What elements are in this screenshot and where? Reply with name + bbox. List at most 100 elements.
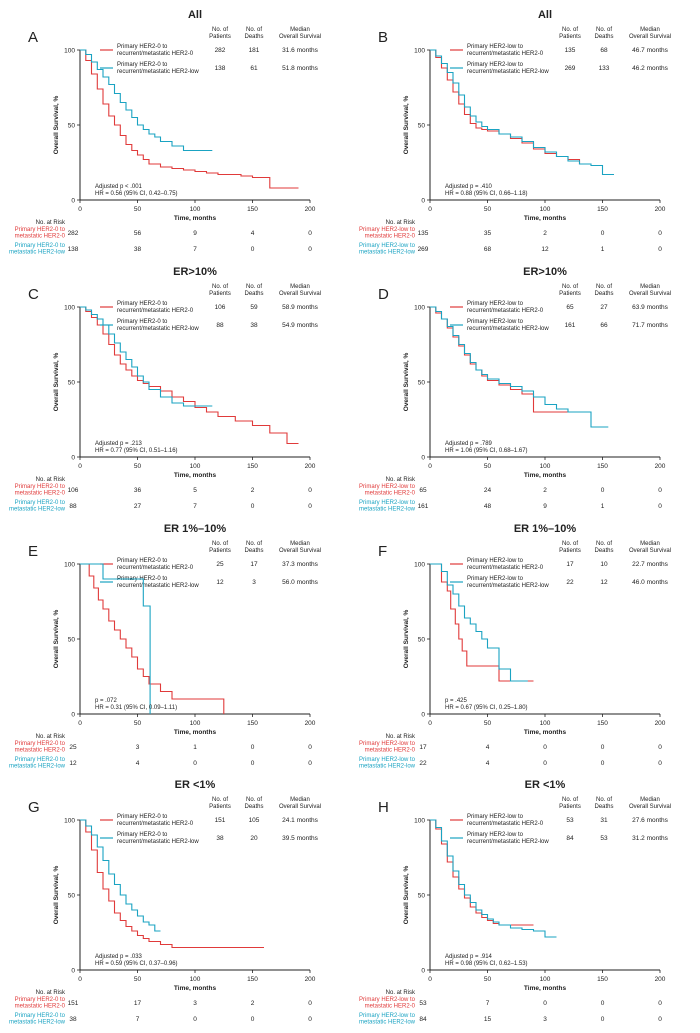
risk-count: 0 — [601, 1000, 605, 1007]
stat-annotation: HR = 0.67 (95% CI, 0.25–1.80) — [445, 705, 528, 711]
median-value: 31.6 months — [282, 47, 319, 54]
y-tick-label: 0 — [71, 454, 75, 461]
risk-count: 0 — [251, 1016, 255, 1023]
y-tick-label: 100 — [414, 817, 425, 824]
risk-count: 38 — [69, 1016, 77, 1023]
y-tick-label: 50 — [418, 892, 426, 899]
panel-title: ER>10% — [523, 266, 567, 278]
risk-title: No. at Risk — [36, 990, 66, 996]
deaths-value: 17 — [250, 561, 258, 568]
legend-label: Primary HER2-0 to — [117, 832, 168, 838]
table-header: Overall Survival — [279, 804, 321, 810]
deaths-value: 38 — [250, 322, 258, 329]
survival-curve — [80, 306, 299, 445]
table-header: No. of — [562, 27, 578, 33]
y-tick-label: 100 — [414, 561, 425, 568]
x-tick-label: 200 — [305, 463, 316, 470]
patients-value: 12 — [216, 579, 224, 586]
legend-label: recurrent/metastatic HER2-low — [467, 839, 549, 845]
risk-count: 7 — [136, 1016, 140, 1023]
deaths-value: 105 — [249, 817, 260, 824]
x-tick-label: 0 — [78, 206, 82, 213]
median-value: 56.0 months — [282, 579, 319, 586]
table-header: Deaths — [594, 548, 613, 554]
risk-count: 0 — [658, 760, 662, 767]
risk-count: 0 — [308, 230, 312, 237]
risk-count: 0 — [251, 760, 255, 767]
y-tick-label: 100 — [64, 561, 75, 568]
patients-value: 282 — [215, 47, 226, 54]
risk-row-label: metastatic HER2-0 — [365, 234, 416, 240]
x-axis-label: Time, months — [174, 472, 217, 479]
table-header: Overall Survival — [629, 291, 671, 297]
risk-count: 0 — [658, 503, 662, 510]
risk-count: 48 — [484, 503, 492, 510]
survival-curve — [430, 306, 609, 428]
patients-value: 38 — [216, 835, 224, 842]
risk-count: 0 — [251, 503, 255, 510]
legend-label: recurrent/metastatic HER2-0 — [117, 308, 194, 314]
table-header: Median — [640, 797, 660, 803]
legend-label: recurrent/metastatic HER2-0 — [117, 51, 194, 57]
risk-count: 56 — [134, 230, 142, 237]
legend-label: Primary HER2-0 to — [117, 319, 168, 325]
y-tick-label: 100 — [414, 304, 425, 311]
median-value: 24.1 months — [282, 817, 319, 824]
risk-count: 106 — [68, 487, 79, 494]
y-axis-label: Overall Survival, % — [53, 866, 60, 925]
risk-count: 138 — [68, 246, 79, 253]
legend-label: recurrent/metastatic HER2-0 — [117, 821, 194, 827]
panel-letter: C — [28, 286, 39, 303]
legend-label: Primary HER2-low to — [467, 301, 524, 307]
x-tick-label: 0 — [78, 720, 82, 727]
legend-label: recurrent/metastatic HER2-0 — [467, 51, 544, 57]
risk-count: 0 — [193, 760, 197, 767]
risk-row-label: Primary HER2-low to — [359, 243, 416, 249]
risk-row-label: Primary HER2-low to — [359, 1013, 416, 1019]
stat-annotation: HR = 1.06 (95% CI, 0.68–1.67) — [445, 448, 528, 454]
table-header: No. of — [212, 284, 228, 290]
x-tick-label: 0 — [428, 720, 432, 727]
table-header: Median — [290, 541, 310, 547]
y-tick-label: 50 — [68, 379, 76, 386]
risk-row-label: Primary HER2-0 to — [15, 741, 66, 747]
y-axis-label: Overall Survival, % — [53, 610, 60, 669]
risk-row-label: metastatic HER2-0 — [15, 1004, 66, 1010]
risk-row-label: Primary HER2-low to — [359, 227, 416, 233]
risk-count: 7 — [193, 503, 197, 510]
panel-letter: H — [378, 799, 389, 816]
risk-row-label: Primary HER2-0 to — [15, 243, 66, 249]
patients-value: 22 — [566, 579, 574, 586]
table-header: Deaths — [244, 34, 263, 40]
x-axis-label: Time, months — [174, 985, 217, 992]
table-header: Deaths — [594, 804, 613, 810]
risk-count: 68 — [484, 246, 492, 253]
table-header: Median — [640, 541, 660, 547]
risk-count: 0 — [251, 744, 255, 751]
legend-label: Primary HER2-0 to — [117, 558, 168, 564]
table-header: No. of — [246, 541, 262, 547]
legend-label: Primary HER2-low to — [467, 319, 524, 325]
panel-title: ER <1% — [525, 779, 566, 791]
stat-annotation: HR = 0.88 (95% CI, 0.66–1.18) — [445, 191, 528, 197]
risk-row-label: metastatic HER2-low — [359, 507, 416, 513]
patients-value: 17 — [566, 561, 574, 568]
deaths-value: 181 — [249, 47, 260, 54]
stat-annotation: p = .425 — [445, 698, 468, 704]
x-tick-label: 150 — [247, 976, 258, 983]
patients-value: 161 — [565, 322, 576, 329]
risk-title: No. at Risk — [36, 734, 66, 740]
risk-row-label: Primary HER2-low to — [359, 500, 416, 506]
x-tick-label: 0 — [78, 976, 82, 983]
stat-annotation: Adjusted p = .033 — [95, 954, 143, 960]
y-axis-label: Overall Survival, % — [403, 96, 410, 155]
legend-label: recurrent/metastatic HER2-0 — [467, 308, 544, 314]
x-axis-label: Time, months — [174, 215, 217, 222]
y-axis-label: Overall Survival, % — [53, 96, 60, 155]
risk-count: 282 — [68, 230, 79, 237]
risk-row-label: metastatic HER2-low — [9, 764, 66, 770]
table-header: Overall Survival — [279, 548, 321, 554]
x-tick-label: 100 — [540, 463, 551, 470]
